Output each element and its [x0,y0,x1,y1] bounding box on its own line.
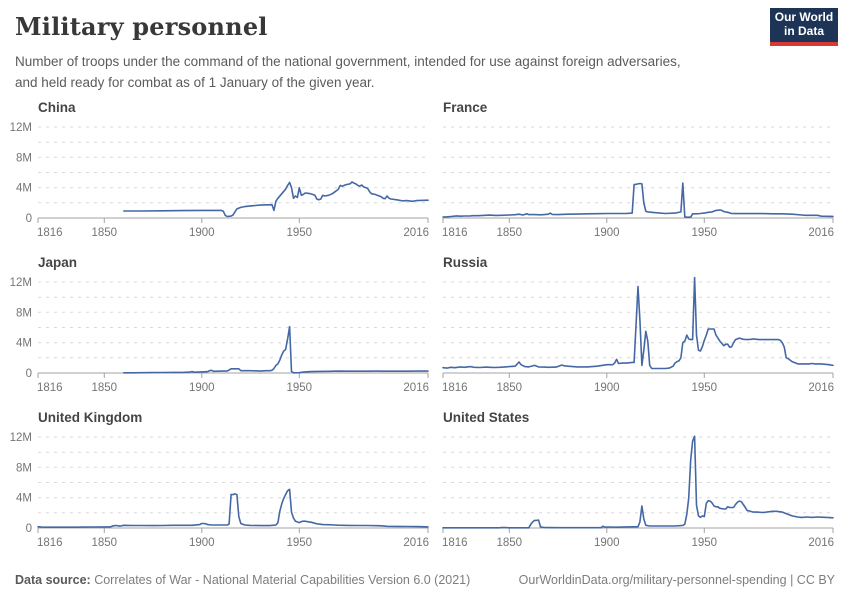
owid-logo-line2: in Data [783,24,824,38]
x-axis-tick-label: 1850 [497,537,523,549]
x-axis-tick-label: 1950 [287,537,313,549]
owid-logo-line1: Our World [774,10,834,25]
y-axis-tick-label: 8M [16,307,32,319]
x-axis-tick-label: 1850 [92,227,118,239]
data-source-note: Data source: Correlates of War - Nationa… [15,573,470,587]
x-axis-tick-label: 1950 [692,382,718,394]
chart-panel-japan: Japan 0 4M 8M 12M 1816 1850 1900 1950 2016 [10,251,435,406]
data-source-label: Data source: [15,573,91,587]
x-axis-tick-label: 1950 [287,227,313,239]
y-axis-tick-label: 0 [26,368,32,380]
data-line [37,488,429,528]
chart-panel-china: China 0 4M 8M 12M 1816 1850 1900 1950 2016 [10,96,435,251]
data-line [442,182,834,218]
y-axis-tick-label: 8M [16,462,32,474]
owid-logo[interactable]: Our World in Data [770,8,838,46]
footer-separator: | [786,573,797,587]
x-axis-tick-label: 2016 [808,382,834,394]
panel-title: United States [443,410,530,425]
x-axis-tick-label: 2016 [808,227,834,239]
page-footer: Data source: Correlates of War - Nationa… [15,573,835,587]
x-axis-tick-label: 1850 [92,537,118,549]
x-axis-tick-label: 1850 [497,227,523,239]
x-axis-tick-label: 1950 [692,537,718,549]
footer-url[interactable]: OurWorldinData.org/military-personnel-sp… [518,573,787,587]
data-line [123,181,429,218]
x-axis-tick-label: 1850 [92,382,118,394]
line-chart-france: 1816 1850 1900 1950 2016 [442,126,834,239]
x-axis-tick-label: 1816 [37,537,63,549]
chart-panel-russia: Russia 1816 1850 1900 1950 2016 [435,251,850,406]
chart-panel-united-states: United States 1816 1850 1900 1950 2016 [435,406,850,561]
x-axis-tick-label: 1816 [37,227,63,239]
panel-title: Japan [38,255,78,270]
x-axis-tick-label: 1900 [189,227,215,239]
x-axis-tick-label: 1850 [497,382,523,394]
y-axis-tick-label: 4M [16,338,32,350]
x-axis-tick-label: 1816 [442,537,468,549]
data-line [442,435,834,529]
x-axis-tick-label: 1900 [594,227,620,239]
data-line [123,325,429,374]
line-chart-united-kingdom: 0 4M 8M 12M 1816 1850 1900 1950 2016 [10,432,429,549]
x-axis-tick-label: 1900 [189,537,215,549]
y-axis-tick-label: 12M [10,432,32,444]
panel-title: China [38,100,76,115]
small-multiples-grid: China 0 4M 8M 12M 1816 1850 1900 1950 2016 France 1… [10,96,850,561]
line-chart-japan: 0 4M 8M 12M 1816 1850 1900 1950 2016 [10,277,429,394]
line-chart-russia: 1816 1850 1900 1950 2016 [442,276,834,394]
x-axis-tick-label: 2016 [808,537,834,549]
y-axis-tick-label: 8M [16,152,32,164]
y-axis-tick-label: 0 [26,523,32,535]
page-subtitle: Number of troops under the command of th… [15,54,681,90]
chart-panel-france: France 1816 1850 1900 1950 2016 [435,96,850,251]
x-axis-tick-label: 2016 [403,227,429,239]
panel-title: France [443,100,488,115]
y-axis-tick-label: 12M [10,277,32,289]
x-axis-tick-label: 2016 [403,382,429,394]
y-axis-tick-label: 4M [16,493,32,505]
y-axis-tick-label: 0 [26,213,32,225]
footer-license[interactable]: CC BY [796,573,835,587]
x-axis-tick-label: 1816 [442,227,468,239]
panel-title: United Kingdom [38,410,143,425]
x-axis-tick-label: 1900 [189,382,215,394]
x-axis-tick-label: 1900 [594,382,620,394]
line-chart-china: 0 4M 8M 12M 1816 1850 1900 1950 2016 [10,122,429,239]
x-axis-tick-label: 1816 [37,382,63,394]
line-chart-united-states: 1816 1850 1900 1950 2016 [442,435,834,549]
x-axis-tick-label: 2016 [403,537,429,549]
y-axis-tick-label: 4M [16,183,32,195]
x-axis-tick-label: 1900 [594,537,620,549]
page-title: Military personnel [15,12,268,41]
data-source-text: Correlates of War - National Material Ca… [90,573,471,587]
footer-link-license: OurWorldinData.org/military-personnel-sp… [519,573,835,587]
x-axis-tick-label: 1950 [692,227,718,239]
y-axis-tick-label: 12M [10,122,32,134]
chart-panel-united-kingdom: United Kingdom 0 4M 8M 12M 1816 1850 1900 1950 20… [10,406,435,561]
panel-title: Russia [443,255,488,270]
x-axis-tick-label: 1816 [442,382,468,394]
x-axis-tick-label: 1950 [287,382,313,394]
data-line [442,276,834,370]
